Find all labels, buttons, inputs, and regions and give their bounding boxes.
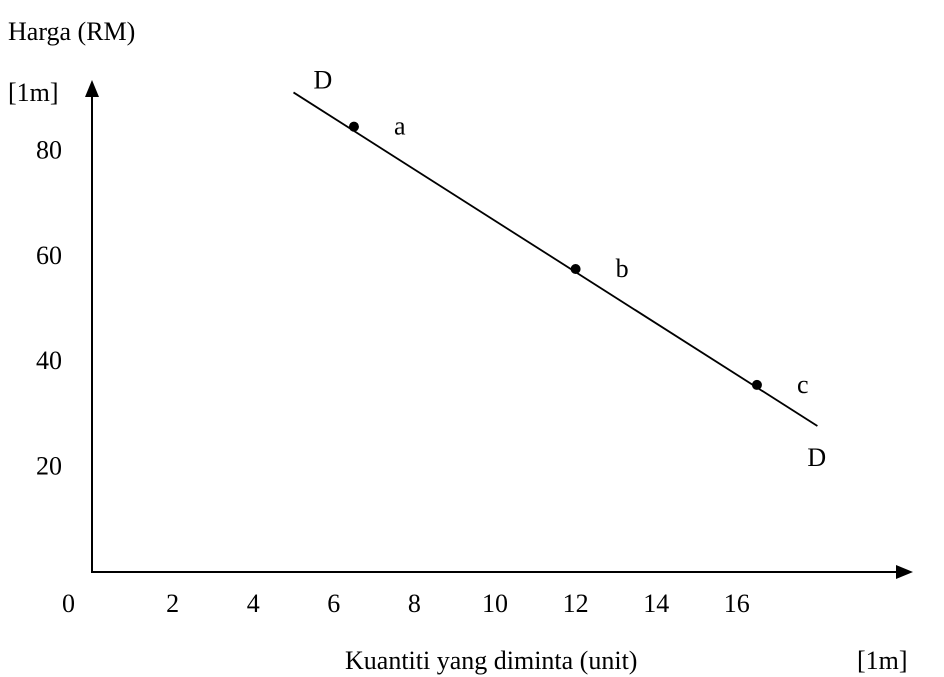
demand-label-end: D (807, 443, 826, 472)
x-axis-unit-mark: [1m] (857, 646, 908, 675)
point-a (348, 121, 359, 132)
x-tick-label: 14 (643, 589, 669, 618)
point-c (751, 379, 762, 390)
x-axis-label: Kuantiti yang diminta (unit) (345, 646, 637, 675)
x-tick-label: 16 (724, 589, 750, 618)
point-label-c: c (797, 370, 809, 399)
y-axis-unit-mark: [1m] (8, 78, 59, 107)
x-tick-label: 6 (327, 589, 340, 618)
point-b (570, 263, 581, 274)
x-axis-arrow (896, 565, 913, 579)
demand-curve-line (293, 91, 818, 427)
y-tick-label: 60 (36, 241, 62, 270)
x-tick-label: 8 (408, 589, 421, 618)
point-label-b: b (616, 254, 629, 283)
point-label-a: a (394, 112, 406, 141)
origin-label: 0 (62, 589, 75, 618)
x-tick-label: 10 (482, 589, 508, 618)
y-tick-label: 20 (36, 452, 62, 481)
x-tick-label: 2 (166, 589, 179, 618)
x-tick-label: 12 (563, 589, 589, 618)
y-axis-label: Harga (RM) (8, 17, 135, 46)
y-tick-label: 80 (36, 135, 62, 164)
y-tick-label: 40 (36, 346, 62, 375)
y-axis-arrow (85, 80, 99, 97)
x-tick-label: 4 (247, 589, 260, 618)
demand-label-start: D (314, 65, 333, 94)
